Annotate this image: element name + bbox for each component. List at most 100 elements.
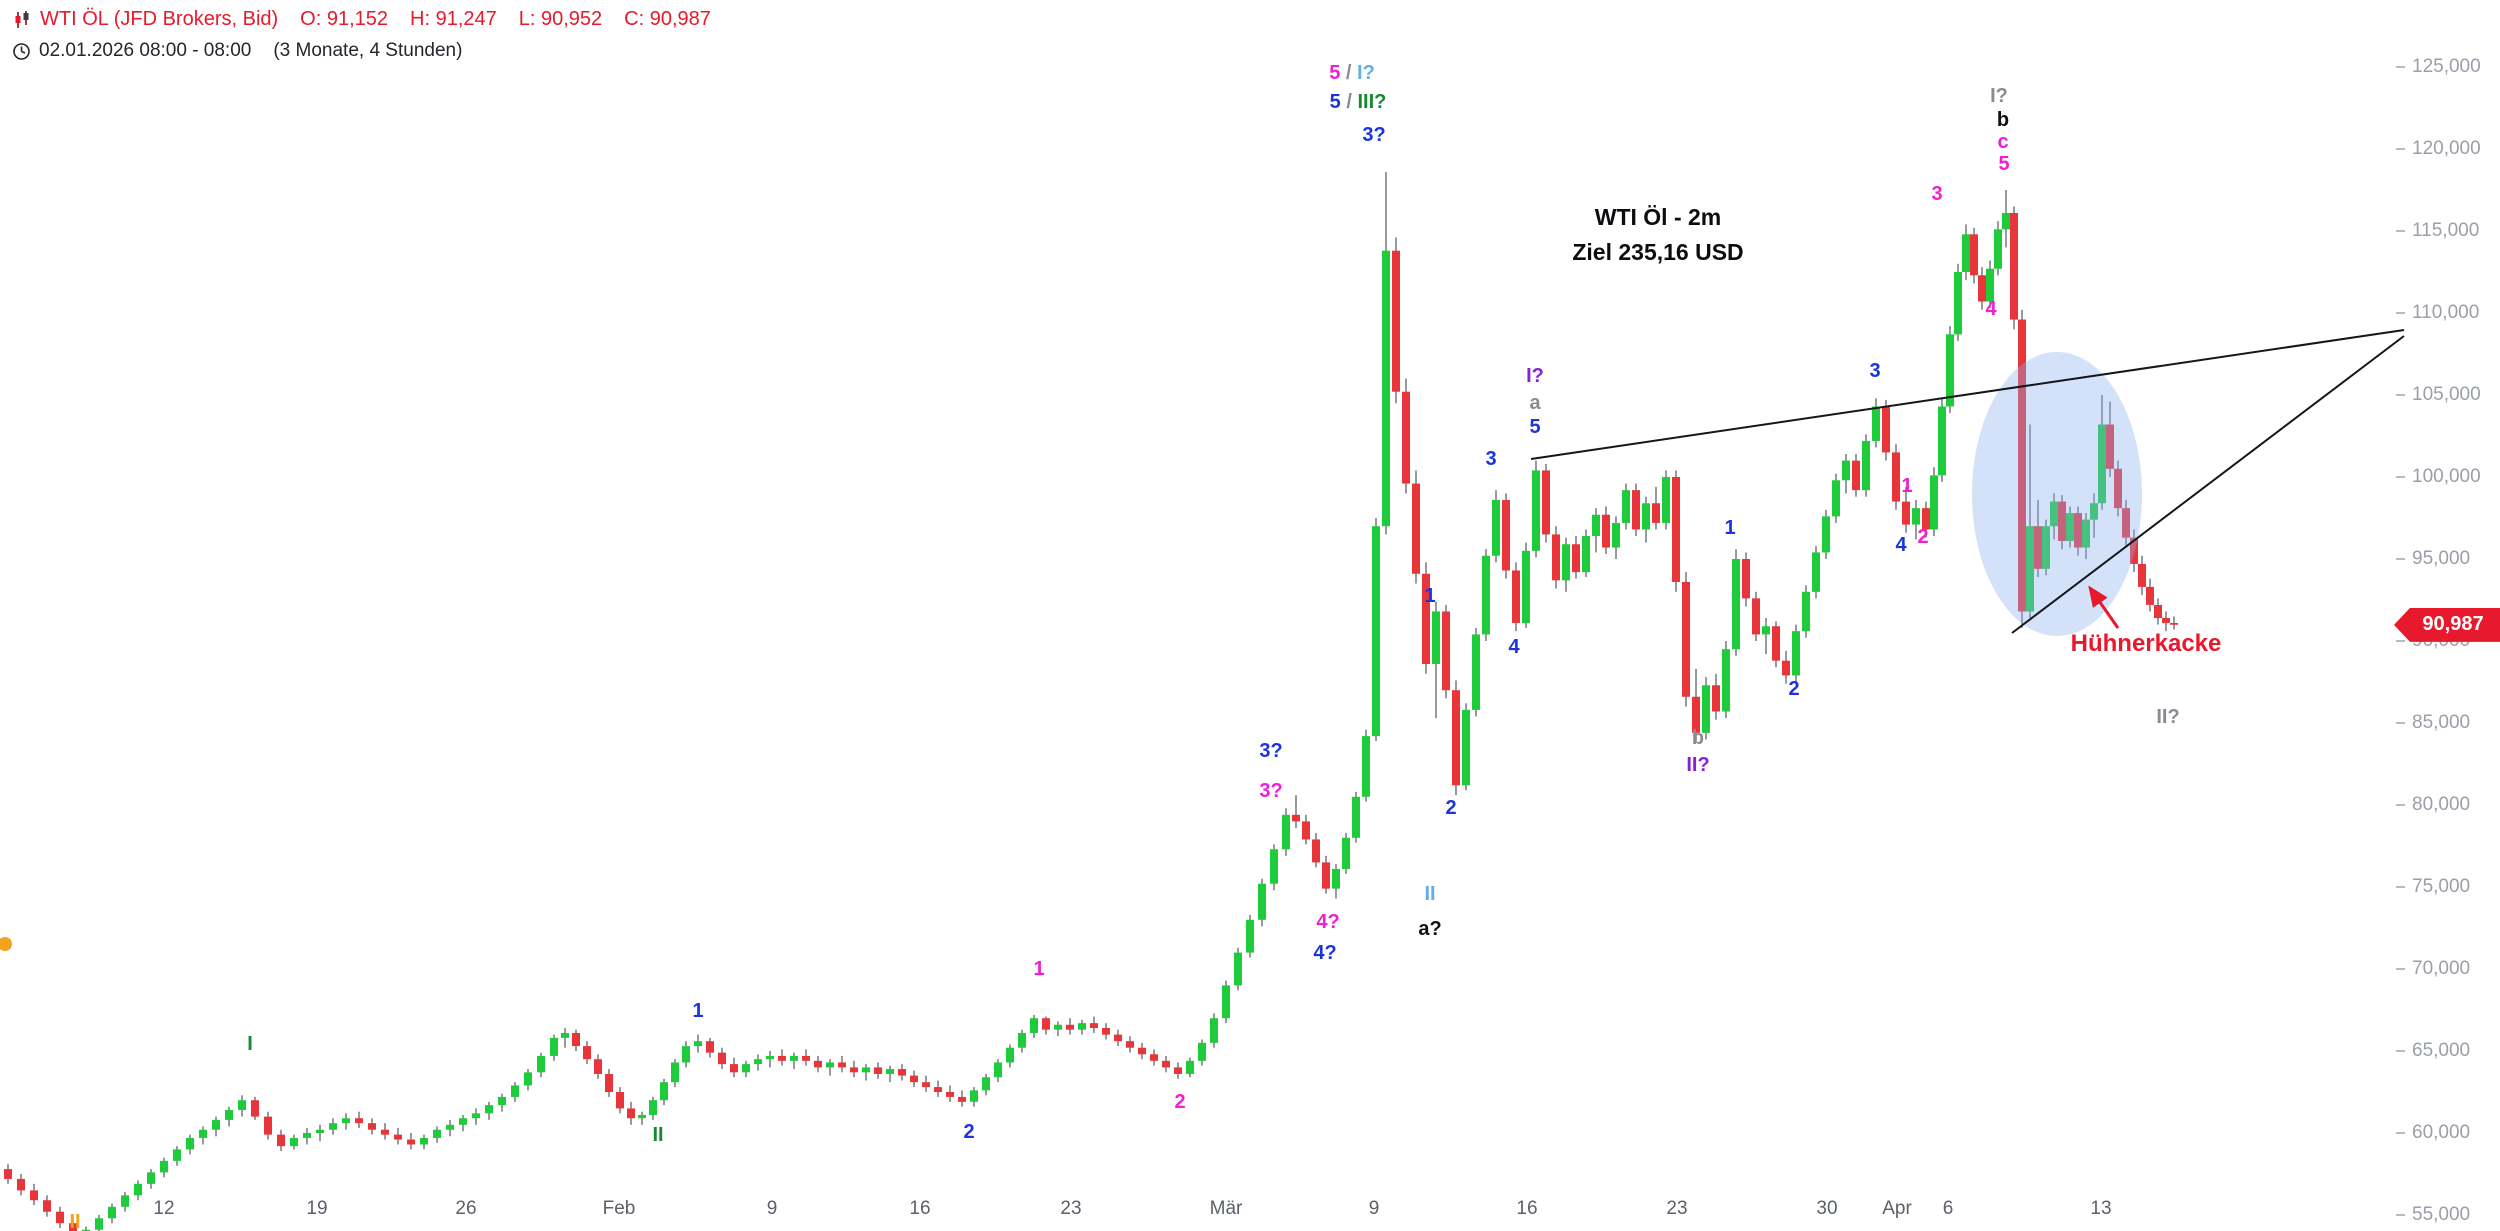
- candle-body: [1732, 559, 1740, 650]
- candle-body: [2146, 586, 2154, 605]
- candle-body: [1622, 490, 1630, 523]
- price-axis-value: 115,000: [2412, 220, 2480, 241]
- candle-body: [1532, 470, 1540, 551]
- candle-body: [1722, 649, 1730, 712]
- candle-body: [605, 1073, 613, 1092]
- candle-body: [511, 1085, 519, 1097]
- price-badge: 90,987: [2394, 607, 2500, 642]
- candle-body: [1246, 919, 1254, 953]
- candle-body: [1522, 550, 1530, 623]
- candle-body: [838, 1062, 846, 1068]
- trendline[interactable]: [2011, 335, 2405, 634]
- candle-body: [910, 1075, 918, 1083]
- price-axis-label: 115,000: [2396, 220, 2479, 242]
- time-axis-label: 23: [1060, 1198, 1082, 1219]
- time-axis-label: Mär: [1209, 1198, 1243, 1219]
- candle-body: [1462, 709, 1470, 786]
- candle-body: [2090, 503, 2098, 520]
- candle-body: [1862, 440, 1870, 491]
- candle-body: [2082, 519, 2090, 548]
- candle-body: [572, 1032, 580, 1047]
- candle-body: [1078, 1023, 1086, 1030]
- price-axis-value: 70,000: [2412, 958, 2471, 979]
- candle-body: [1712, 685, 1720, 712]
- candle-body: [2058, 501, 2066, 541]
- candle-body: [2074, 513, 2082, 548]
- trendline[interactable]: [1530, 329, 2405, 460]
- candle-body: [1442, 611, 1450, 691]
- candle-body: [1842, 460, 1850, 481]
- axis-tick: [2396, 476, 2405, 478]
- candle-body: [1292, 814, 1300, 822]
- candle-body: [694, 1041, 702, 1047]
- time-axis[interactable]: 12 19 26 Feb 9 16 23 Mär 9 16 23 30 Apr 6 13: [0, 1198, 2500, 1231]
- candle-body: [355, 1118, 363, 1124]
- candle-body: [1322, 862, 1330, 889]
- candle-body: [134, 1183, 142, 1196]
- candle-body: [1006, 1047, 1014, 1063]
- candle-body: [2066, 513, 2074, 541]
- candle-body: [1822, 516, 1830, 553]
- candle-body: [886, 1069, 894, 1074]
- candle-body: [1792, 631, 1800, 676]
- candle-body: [742, 1064, 750, 1073]
- candle-body: [4, 1169, 12, 1179]
- candle-body: [342, 1118, 350, 1124]
- candle-body: [2170, 622, 2178, 625]
- candle-body: [1066, 1024, 1074, 1030]
- candle-body: [970, 1090, 978, 1102]
- candle-body: [2138, 563, 2146, 587]
- price-axis-value: 65,000: [2412, 1040, 2471, 1061]
- date-range-row: 02.01.2026 08:00 - 08:00 (3 Monate, 4 St…: [12, 40, 711, 62]
- time-axis-label: 16: [909, 1198, 931, 1219]
- candle-body: [802, 1055, 810, 1061]
- candle-body: [1562, 544, 1570, 581]
- candle-body: [1342, 837, 1350, 869]
- candle-body: [160, 1160, 168, 1173]
- candle-body: [754, 1059, 762, 1065]
- price-axis-label: 125,000: [2396, 56, 2481, 78]
- ohlc-high: H: 91,247: [410, 8, 497, 30]
- candle-body: [420, 1137, 428, 1145]
- candle-body: [1432, 611, 1440, 664]
- candle-body: [1572, 544, 1580, 573]
- candle-body: [1362, 736, 1370, 797]
- price-axis-value: 110,000: [2412, 302, 2480, 323]
- ohlc-open: O: 91,152: [300, 8, 389, 30]
- candle-body: [1234, 952, 1242, 986]
- candle-body: [649, 1100, 657, 1115]
- candle-body: [1946, 334, 1954, 407]
- time-axis-label: Feb: [602, 1198, 636, 1219]
- candle-body: [814, 1060, 822, 1068]
- candle-body: [1492, 499, 1500, 556]
- candle-body: [498, 1096, 506, 1106]
- time-axis-label: 13: [2090, 1198, 2112, 1219]
- target-annotation-line2: Ziel 235,16 USD: [1572, 238, 1744, 265]
- candle-body: [108, 1206, 116, 1219]
- candle-body: [2042, 526, 2050, 569]
- candle-body: [17, 1178, 25, 1191]
- target-annotation: WTI Öl - 2m Ziel 235,16 USD: [1572, 200, 1743, 269]
- candle-body: [730, 1064, 738, 1073]
- ohlc-low: L: 90,952: [518, 8, 603, 30]
- time-axis-label: 23: [1666, 1198, 1688, 1219]
- candle-body: [682, 1046, 690, 1063]
- price-axis-label: 60,000: [2396, 1122, 2470, 1144]
- orange-marker-dot: [0, 937, 12, 951]
- candle-body: [1986, 268, 1994, 302]
- candle-body: [594, 1059, 602, 1074]
- ohlc-close: C: 90,987: [624, 8, 711, 30]
- candle-body: [1198, 1042, 1206, 1061]
- candle-body: [1772, 626, 1780, 661]
- callout-label: Hühnerkacke: [2070, 630, 2222, 657]
- candle-body: [1742, 559, 1750, 599]
- highlight-ellipse[interactable]: [1972, 352, 2142, 636]
- candle-body: [946, 1092, 954, 1097]
- candle-body: [147, 1172, 155, 1184]
- chart-header: WTI ÖL (JFD Brokers, Bid) O: 91,152 H: 9…: [12, 8, 711, 62]
- candle-body: [766, 1055, 774, 1060]
- price-axis-label: 100,000: [2396, 466, 2481, 488]
- candle-body: [1090, 1023, 1098, 1029]
